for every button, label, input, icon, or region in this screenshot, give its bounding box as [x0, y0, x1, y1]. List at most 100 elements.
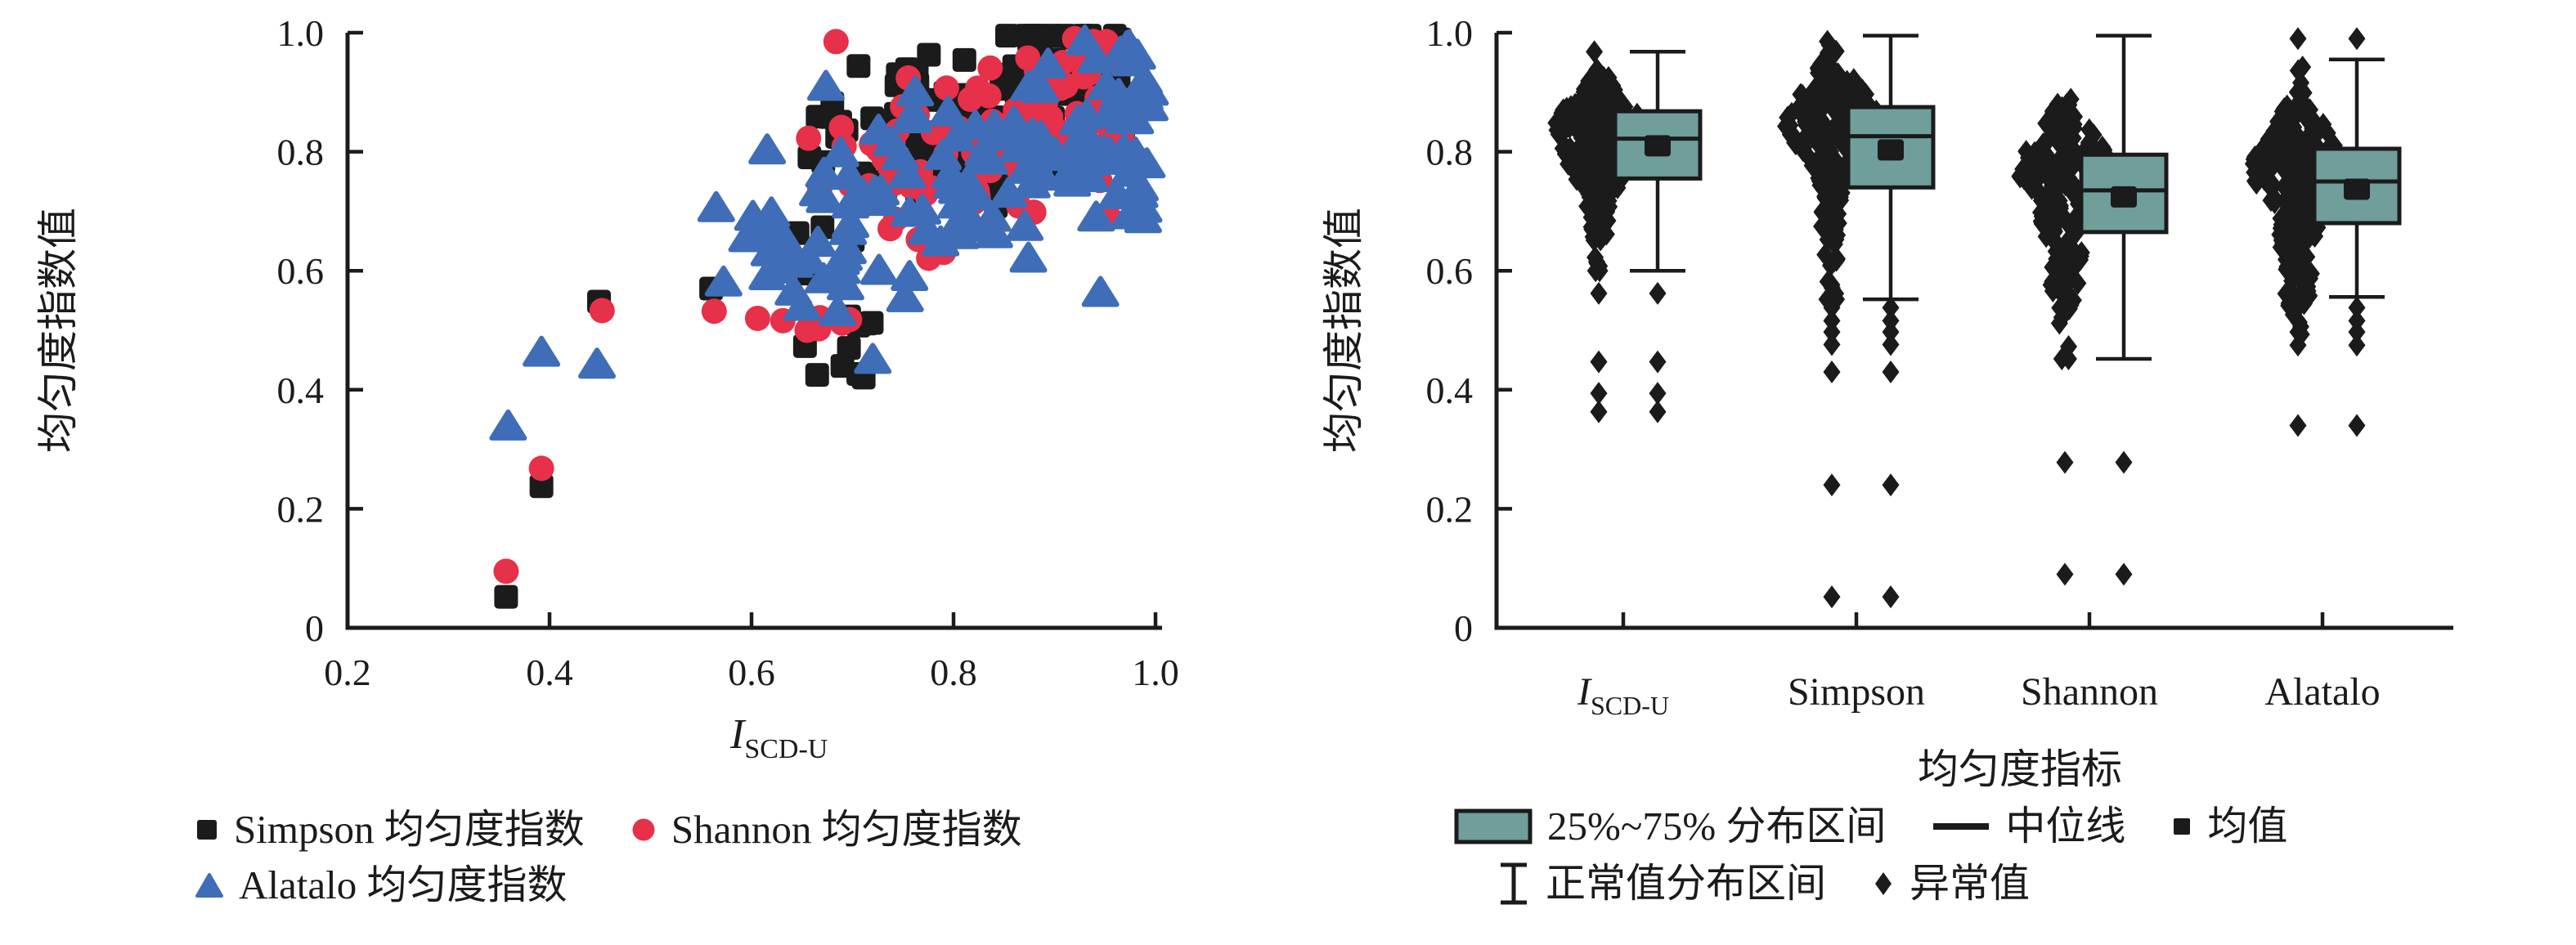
tick-label: 0.8 — [1426, 132, 1474, 173]
scatter-point — [819, 294, 857, 326]
shannon-circle-icon — [631, 817, 657, 843]
scatter-point — [1006, 209, 1044, 241]
legend-item-shannon: Shannon 均匀度指数 — [631, 808, 1022, 852]
swarm-point — [2289, 237, 2307, 261]
swarm-point — [2069, 271, 2087, 295]
scatter-point — [832, 187, 870, 219]
swarm-point — [2278, 114, 2296, 138]
scatter-point — [733, 214, 770, 246]
swarm-point — [2037, 112, 2055, 136]
scatter-point — [493, 558, 519, 584]
outlier-point — [2289, 320, 2307, 344]
right-chart-legend: 25%~75% 分布区间 中位线 均值 正常值分布区间 异常值 — [1454, 804, 2287, 907]
outlier-point — [1649, 400, 1667, 423]
tick-label: 0 — [1454, 607, 1473, 649]
scatter-point — [523, 335, 561, 367]
swarm-point — [2309, 120, 2327, 144]
swarm-point — [1828, 126, 1846, 150]
left-scatter-series-triangle — [489, 24, 1169, 441]
outlier-point — [2289, 27, 2307, 51]
swarm-point — [1816, 185, 1834, 208]
box-plot — [1613, 50, 1703, 273]
scatter-point — [924, 138, 963, 170]
tick-label: 0.6 — [1426, 250, 1474, 292]
swarm-point — [2051, 296, 2069, 320]
swarm-point — [2057, 280, 2075, 303]
scatter-point — [964, 75, 990, 101]
swarm-point — [2041, 181, 2059, 204]
legend-label-median: 中位线 — [2005, 804, 2126, 849]
swarm-point — [1560, 150, 1578, 174]
scatter-point — [888, 157, 927, 189]
outlier-point — [1590, 350, 1608, 374]
scatter-point — [806, 69, 845, 101]
outlier-point — [1649, 382, 1667, 405]
swarm-point — [1586, 40, 1604, 64]
swarm-point — [1792, 92, 1810, 116]
left-legend-row-2: Alatalo 均匀度指数 — [195, 862, 1022, 907]
scatter-point — [752, 196, 791, 228]
outlier-point — [2348, 334, 2366, 357]
tick-label: 1.0 — [1132, 652, 1179, 693]
swarm-point — [1571, 169, 1589, 193]
left-x-axis-label: ISCD-U — [729, 711, 828, 764]
swarm-point — [2026, 155, 2044, 179]
scatter-point — [846, 54, 871, 78]
scatter-point — [529, 474, 554, 499]
legend-label-whisker: 正常值分布区间 — [1546, 860, 1827, 906]
outlier-point — [2348, 320, 2366, 344]
outlier-point — [2348, 414, 2366, 437]
legend-item-median: 中位线 — [1932, 804, 2125, 849]
scatter-point — [1010, 69, 1048, 101]
scatter-point — [799, 175, 837, 207]
whisker-range-icon — [1497, 860, 1531, 907]
scatter-point — [896, 75, 935, 107]
scatter-point — [1111, 45, 1150, 77]
scatter-point — [917, 43, 941, 67]
swarm-point — [2273, 213, 2291, 236]
scatter-point — [1009, 241, 1048, 273]
swarm-point — [1591, 254, 1609, 278]
scatter-point — [886, 280, 924, 312]
legend-item-iqr: 25%~75% 分布区间 — [1454, 804, 1886, 849]
swarm-point — [2065, 208, 2083, 232]
alatalo-triangle-icon — [195, 872, 224, 898]
legend-label-iqr: 25%~75% 分布区间 — [1547, 804, 1887, 849]
swarm-point — [1811, 134, 1829, 158]
mean-marker — [2344, 178, 2370, 200]
swarm-point — [1601, 177, 1619, 201]
legend-item-outlier: 异常值 — [1872, 862, 2030, 906]
swarm-point — [2294, 56, 2312, 79]
scatter-point — [978, 119, 1016, 151]
outlier-point — [2348, 27, 2366, 51]
outlier-point — [1823, 320, 1841, 344]
scatter-point — [995, 24, 1020, 48]
box-category-Shannon — [2011, 34, 2169, 586]
scatter-point — [832, 207, 870, 239]
scatter-point — [774, 274, 813, 306]
box-category-Alatalo — [2244, 27, 2402, 437]
scatter-point — [589, 298, 615, 324]
scatter-point — [1066, 24, 1104, 56]
outlier-point — [2056, 450, 2074, 474]
scatter-point — [823, 29, 849, 55]
swarm-point — [2037, 163, 2055, 187]
scatter-point — [701, 298, 727, 325]
swarm-point — [1581, 77, 1599, 101]
scatter-point — [748, 133, 787, 165]
scatter-point — [854, 343, 892, 374]
swarm-point — [1838, 82, 1856, 105]
scatter-point — [1124, 202, 1162, 234]
scatter-point — [929, 95, 967, 127]
scatter-point — [1015, 45, 1041, 71]
outlier-point — [1823, 585, 1841, 609]
scatter-point — [823, 253, 861, 284]
outlier-point — [2115, 450, 2133, 474]
right-legend-row-1: 25%~75% 分布区间 中位线 均值 — [1454, 804, 2287, 849]
scatter-point — [941, 217, 980, 249]
scatter-point — [830, 159, 868, 190]
scatter-point — [922, 225, 960, 257]
swarm-point — [1586, 142, 1604, 166]
swarm-point — [2290, 213, 2308, 236]
